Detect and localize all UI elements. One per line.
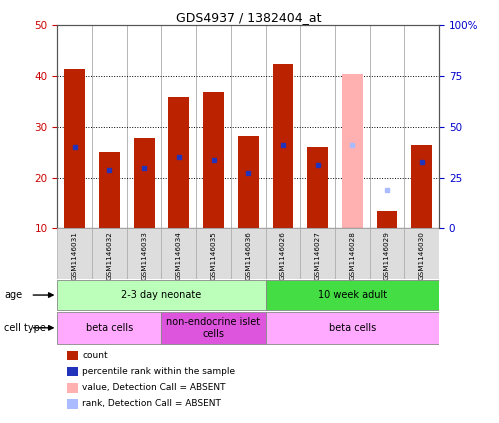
Bar [300,228,335,279]
Bar [92,228,127,279]
Bar [265,280,439,310]
Bar [162,312,265,344]
Bar [196,228,231,279]
Bar [57,228,92,279]
Bar [411,145,432,228]
Text: GSM1146029: GSM1146029 [384,231,390,280]
Text: count: count [82,351,108,360]
Bar [64,69,85,228]
Text: GSM1146031: GSM1146031 [72,231,78,280]
Bar [134,138,155,228]
Text: GSM1146030: GSM1146030 [419,231,425,280]
Bar [203,92,224,228]
Bar [370,228,404,279]
Text: 10 week adult: 10 week adult [318,290,387,300]
Text: percentile rank within the sample: percentile rank within the sample [82,367,236,376]
Bar [265,312,439,344]
Text: beta cells: beta cells [86,323,133,333]
Bar [57,280,265,310]
Bar [335,228,370,279]
Bar [127,228,162,279]
Text: GSM1146028: GSM1146028 [349,231,355,280]
Text: non-endocrine islet
cells: non-endocrine islet cells [167,317,260,339]
Bar [265,228,300,279]
Bar [57,312,162,344]
Text: GSM1146035: GSM1146035 [211,231,217,280]
Bar [272,64,293,228]
Bar [307,147,328,228]
Text: GSM1146026: GSM1146026 [280,231,286,280]
Text: GSM1146033: GSM1146033 [141,231,147,280]
Text: rank, Detection Call = ABSENT: rank, Detection Call = ABSENT [82,399,221,408]
Text: value, Detection Call = ABSENT: value, Detection Call = ABSENT [82,383,226,392]
Text: GSM1146027: GSM1146027 [315,231,321,280]
Bar [238,136,258,228]
Text: age: age [4,290,22,300]
Bar [377,211,398,228]
Text: 2-3 day neonate: 2-3 day neonate [121,290,202,300]
Bar [342,74,363,228]
Bar [162,228,196,279]
Title: GDS4937 / 1382404_at: GDS4937 / 1382404_at [176,11,321,24]
Bar [404,228,439,279]
Text: cell type: cell type [4,323,46,333]
Bar [231,228,265,279]
Bar [169,97,189,228]
Text: GSM1146034: GSM1146034 [176,231,182,280]
Bar [99,152,120,228]
Text: GSM1146032: GSM1146032 [106,231,112,280]
Text: GSM1146036: GSM1146036 [245,231,251,280]
Text: beta cells: beta cells [329,323,376,333]
